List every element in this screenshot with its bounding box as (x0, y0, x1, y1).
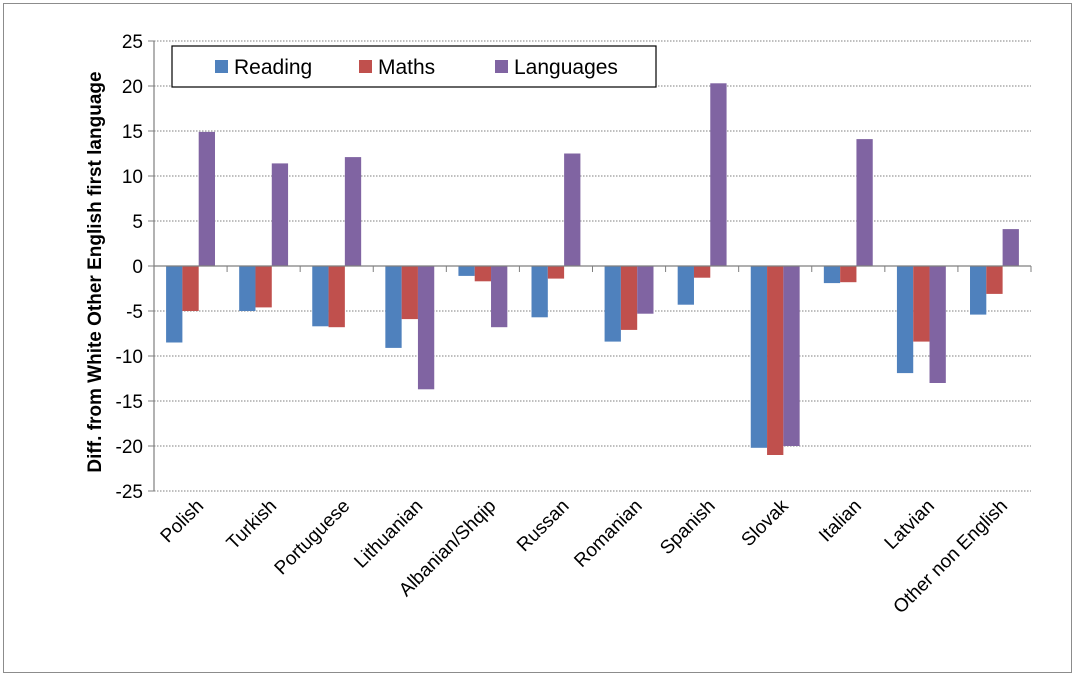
bar-maths-5 (474, 266, 492, 282)
x-category-labels: Polish TurkishPortugueseLithuanianAlbania… (157, 495, 1012, 618)
bar-reading-11 (896, 266, 914, 374)
bar-languages-5 (491, 266, 508, 328)
category-label: Portuguese (271, 496, 355, 580)
bar-languages-10 (856, 139, 873, 266)
bar-languages-7 (637, 266, 654, 314)
category-label: Latvian (881, 496, 939, 554)
bar-maths-3 (328, 266, 345, 328)
category-label: Romanian (570, 496, 646, 572)
bar-maths-1 (182, 266, 199, 311)
bar-maths-7 (620, 266, 638, 330)
bar-languages-1 (198, 131, 215, 266)
bar-languages-3 (344, 157, 362, 266)
bars (166, 83, 1019, 455)
y-tick-label: 15 (122, 122, 143, 143)
y-tick-label: -25 (116, 482, 143, 503)
category-label: Russan (513, 496, 573, 556)
bar-maths-9 (767, 266, 784, 455)
bar-maths-2 (255, 266, 272, 308)
y-tick-label: 25 (122, 32, 143, 53)
legend-swatch-reading (215, 60, 228, 73)
bar-reading-12 (970, 266, 987, 315)
legend: Reading Maths Languages (171, 45, 657, 88)
axes (148, 40, 1032, 492)
bar-reading-1 (166, 266, 183, 343)
category-label: Italian (815, 496, 866, 547)
bar-reading-3 (312, 266, 329, 327)
legend-swatch-maths (359, 60, 372, 73)
bar-languages-4 (417, 266, 435, 390)
bar-maths-11 (913, 266, 930, 342)
category-label: Spanish (656, 496, 719, 559)
legend-label-languages: Languages (514, 56, 618, 79)
bar-reading-8 (677, 266, 694, 305)
bar-maths-10 (840, 266, 857, 283)
bar-reading-9 (750, 266, 768, 448)
y-tick-label: 10 (122, 167, 143, 188)
bar-reading-2 (239, 266, 256, 311)
y-tick-label: 20 (122, 77, 143, 98)
bar-reading-7 (604, 266, 621, 342)
y-tick-label: -10 (116, 347, 143, 368)
bar-reading-10 (823, 266, 841, 284)
y-tick-label: -5 (126, 302, 143, 323)
bar-languages-11 (929, 266, 946, 383)
y-tick-labels: 25 20 15 10 5 0 -5 -10 -15 -20 -25 (116, 32, 143, 503)
bar-reading-4 (385, 266, 402, 348)
y-axis-title: Diff. from White Other English first lan… (85, 71, 106, 472)
bar-languages-2 (271, 163, 289, 266)
category-label: Turkish (223, 496, 281, 554)
bar-maths-6 (547, 266, 565, 279)
bar-languages-8 (710, 83, 727, 266)
bar-languages-9 (783, 266, 800, 446)
bar-languages-12 (1002, 229, 1019, 266)
bar-maths-12 (986, 266, 1003, 294)
y-tick-label: 5 (132, 212, 143, 233)
bar-maths-4 (401, 266, 418, 320)
category-label: Lithuanian (350, 496, 427, 573)
legend-label-maths: Maths (378, 56, 435, 79)
category-label: Slovak (738, 495, 794, 551)
y-tick-label: -20 (116, 437, 143, 458)
y-tick-label: -15 (116, 392, 143, 413)
legend-box (171, 45, 657, 88)
bar-maths-8 (693, 266, 711, 278)
category-label: Polish (157, 496, 208, 547)
legend-swatch-languages (495, 60, 508, 73)
bar-languages-6 (564, 153, 581, 266)
legend-label-reading: Reading (234, 56, 312, 79)
bar-reading-5 (458, 266, 475, 276)
bar-reading-6 (531, 266, 548, 318)
y-tick-label: 0 (132, 257, 143, 278)
